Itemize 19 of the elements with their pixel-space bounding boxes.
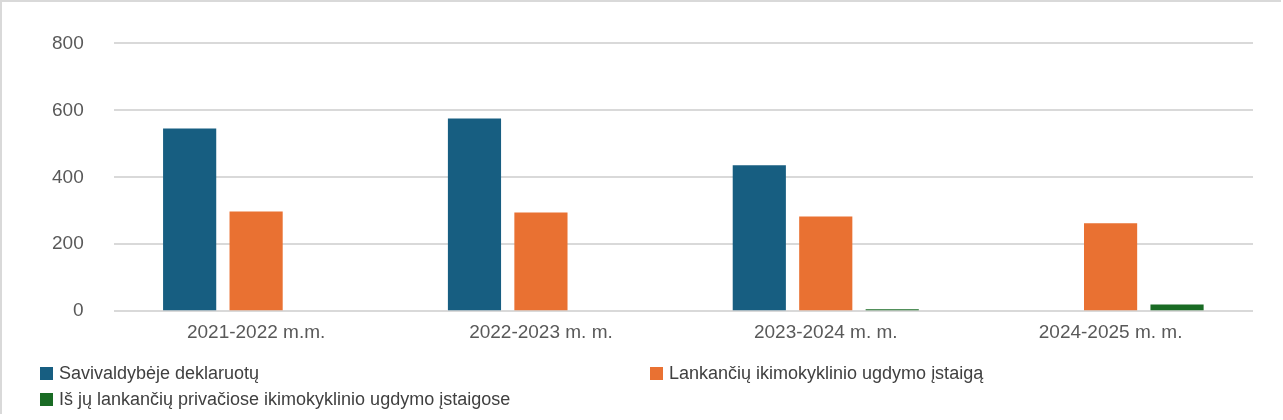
- bar: [1084, 223, 1138, 311]
- x-tick-label: 2022-2023 m. m.: [469, 320, 613, 342]
- legend-label: Savivaldybėje deklaruotų: [59, 362, 260, 384]
- bar: [514, 212, 568, 311]
- y-tick-label: 800: [52, 31, 84, 53]
- y-tick-label: 200: [52, 232, 84, 254]
- y-tick-label: 400: [52, 165, 84, 187]
- bar: [732, 165, 786, 311]
- y-tick-label: 0: [73, 299, 84, 321]
- legend-label: Lankančių ikimokyklinio ugdymo įstaigą: [669, 362, 984, 384]
- bar: [447, 118, 502, 311]
- bar: [163, 128, 217, 311]
- x-tick-label: 2024-2025 m. m.: [1038, 320, 1183, 342]
- legend-label: Iš jų lankančių privačiose ikimokyklinio ugdymo įstaigose: [59, 388, 511, 410]
- bar: [799, 216, 853, 311]
- x-tick-label: 2023-2024 m. m.: [753, 320, 898, 342]
- x-tick-label: 2021-2022 m.m.: [186, 320, 326, 342]
- y-tick-label: 600: [52, 98, 84, 120]
- bar: [229, 211, 283, 311]
